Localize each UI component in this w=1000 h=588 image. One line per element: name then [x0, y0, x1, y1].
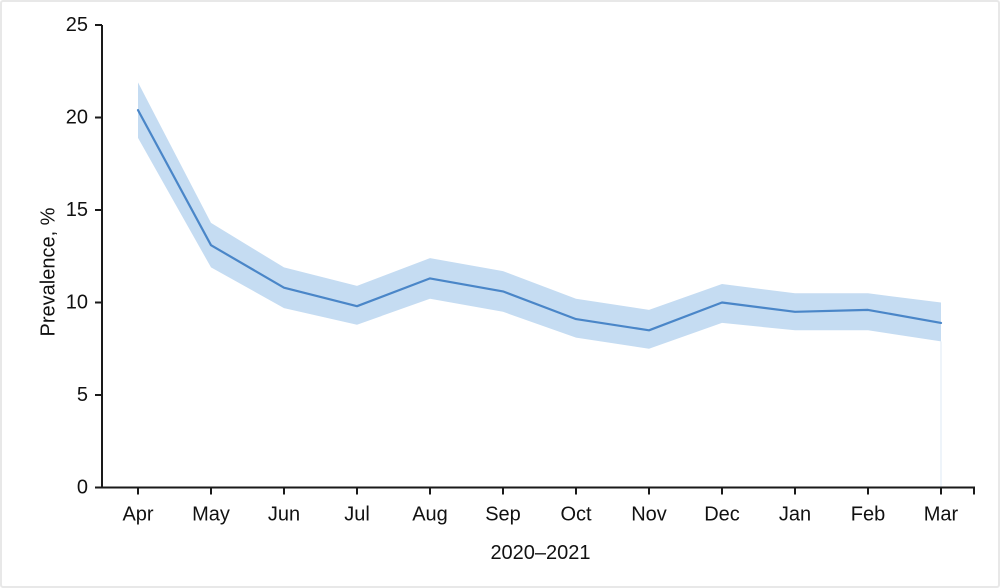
x-tick-label: Aug: [412, 504, 448, 526]
prevalence-line: [136, 108, 943, 332]
y-tick-label: 25: [66, 14, 88, 36]
x-tick-label: Jul: [344, 504, 370, 526]
y-tick-label: 20: [66, 107, 88, 129]
x-tick-label: Nov: [631, 504, 667, 526]
y-tick-label: 15: [66, 199, 88, 221]
x-axis-title: 2020–2021: [490, 542, 591, 564]
y-tick-label: 10: [66, 292, 88, 314]
x-tick-label: Feb: [851, 504, 885, 526]
x-tick-label: Sep: [485, 504, 521, 526]
x-tick-label: Jun: [268, 504, 300, 526]
x-tick-label: Apr: [122, 504, 153, 526]
y-axis-title: Prevalence, %: [37, 207, 60, 337]
ci-band: [138, 82, 941, 349]
y-tick-label: 5: [77, 384, 88, 406]
y-tick-label: 0: [77, 477, 88, 499]
x-tick-label: Mar: [924, 504, 959, 526]
x-tick-label: Jan: [779, 504, 811, 526]
x-tick-label: Dec: [704, 504, 740, 526]
x-tick-label: May: [192, 504, 230, 526]
x-tick-label: Oct: [560, 504, 592, 526]
